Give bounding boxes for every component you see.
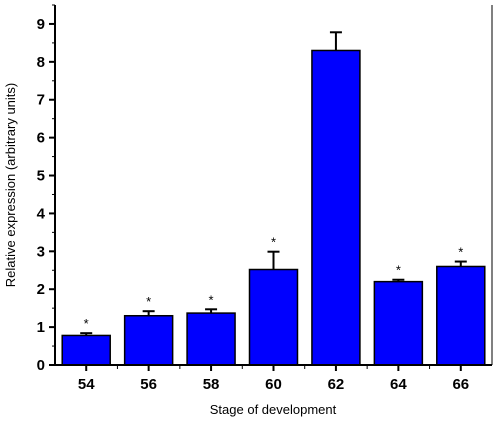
x-tick-label: 58 <box>203 376 220 393</box>
y-tick-label: 5 <box>37 168 45 185</box>
bars-group: * * * * * * <box>61 31 486 366</box>
x-tick-label: 66 <box>452 376 469 393</box>
y-tick-label: 7 <box>37 92 45 109</box>
y-tick-label: 3 <box>37 243 45 260</box>
x-tick-label: 60 <box>265 376 282 393</box>
significance-star-58: * <box>209 292 214 307</box>
bar-62 <box>311 49 361 366</box>
significance-star-66: * <box>458 245 463 260</box>
x-ticks-group: 54 56 58 60 62 64 66 <box>78 365 469 393</box>
significance-star-54: * <box>84 316 89 331</box>
bar-66 <box>436 265 486 366</box>
bar-54 <box>61 334 111 366</box>
bar-64 <box>373 280 424 366</box>
bar-58 <box>186 312 236 366</box>
y-tick-label: 4 <box>37 205 46 222</box>
y-tick-label: 1 <box>37 319 45 336</box>
y-tick-label: 8 <box>37 54 45 71</box>
y-tick-label: 6 <box>37 130 45 147</box>
y-tick-label: 9 <box>37 16 45 33</box>
bar-60 <box>248 268 299 366</box>
y-tick-label: 0 <box>37 357 45 374</box>
x-tick-label: 56 <box>140 376 157 393</box>
y-axis-title: Relative expression (arbitrary units) <box>3 83 18 287</box>
bar-56 <box>123 314 174 366</box>
y-tick-label: 2 <box>37 281 45 298</box>
significance-star-64: * <box>396 263 401 278</box>
significance-star-60: * <box>271 235 276 250</box>
x-axis-title: Stage of development <box>210 402 337 417</box>
x-tick-label: 62 <box>328 376 345 393</box>
significance-star-56: * <box>146 294 151 309</box>
y-ticks-group: 0 1 2 3 4 5 6 7 8 9 <box>37 4 55 374</box>
x-tick-label: 54 <box>78 376 95 393</box>
x-tick-label: 64 <box>390 376 407 393</box>
